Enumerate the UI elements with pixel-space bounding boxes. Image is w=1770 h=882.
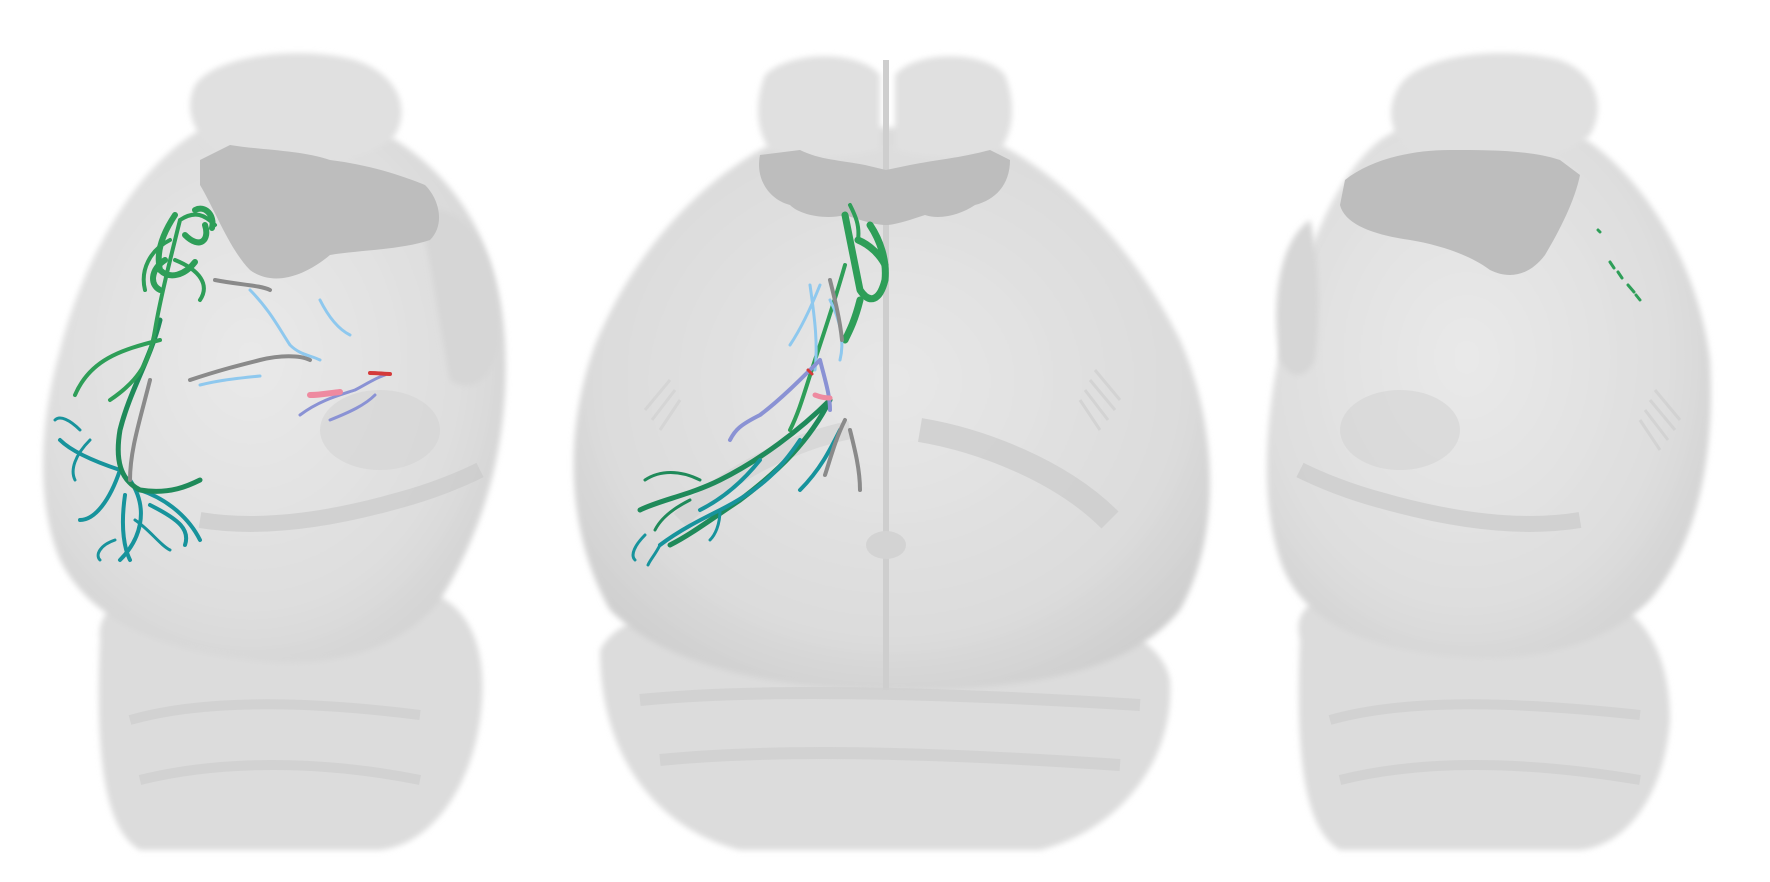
brain-panel-center: [573, 56, 1210, 850]
cortex-striations-center-right: [1078, 369, 1122, 431]
striatum-left: [320, 390, 440, 470]
cortex-striations-center-left: [643, 379, 682, 431]
axon-green-dots-right: [1596, 228, 1642, 302]
hippocampus-center-left: [673, 421, 852, 527]
brain-panel-right: [1266, 53, 1711, 850]
cerebrum-right: [1266, 111, 1711, 658]
axon-red-left: [368, 371, 392, 376]
cerebrum-center: [573, 127, 1210, 690]
axon-gray-left: [128, 278, 312, 482]
midbrain-lobe-left: [420, 208, 499, 386]
olfactory-bulb-right: [1391, 53, 1598, 165]
hippocampus-left: [198, 462, 484, 532]
masked-region-left: [200, 145, 440, 279]
axon-green-cluster-center: [841, 211, 889, 344]
axon-pink-left: [307, 389, 343, 398]
axon-green-left: [73, 212, 217, 402]
axon-light-blue-left: [198, 288, 352, 387]
cerebellum-folds-center: [639, 687, 1141, 771]
axon-gray-center: [823, 278, 862, 492]
hippocampus-center-right: [917, 418, 1119, 529]
axon-pink-center: [812, 392, 833, 401]
olfactory-bulb-center-right: [895, 56, 1012, 158]
axon-red-center: [806, 368, 814, 376]
neuron-traces-right: [1596, 228, 1642, 302]
axon-green-cluster-left: [150, 205, 216, 293]
olfactory-bulb-left: [190, 53, 402, 165]
masked-region-center: [759, 150, 1010, 225]
hindbrain-left: [98, 590, 483, 850]
cerebellum-folds-right: [1328, 699, 1641, 785]
brain-panel-left: [43, 53, 506, 850]
axon-teal-left-2: [53, 416, 172, 562]
axon-lavender-center: [728, 358, 832, 442]
neuron-traces-left: [53, 205, 392, 562]
axon-lavender-left: [298, 373, 387, 422]
axon-dark-green-center-2: [643, 471, 702, 532]
striatum-right: [1340, 390, 1460, 470]
cortex-striations-right: [1638, 389, 1682, 451]
hippocampus-right: [1296, 462, 1582, 532]
olfactory-bulb-center-left: [758, 56, 880, 158]
masked-region-right: [1340, 150, 1580, 275]
midbrain-lobe-right: [1276, 220, 1319, 375]
axon-teal-center-2: [631, 508, 722, 567]
neuron-traces-center: [631, 203, 889, 567]
hindbrain-right: [1298, 590, 1670, 850]
thalamus-center: [866, 531, 906, 559]
cerebellum-folds-left: [128, 699, 421, 785]
